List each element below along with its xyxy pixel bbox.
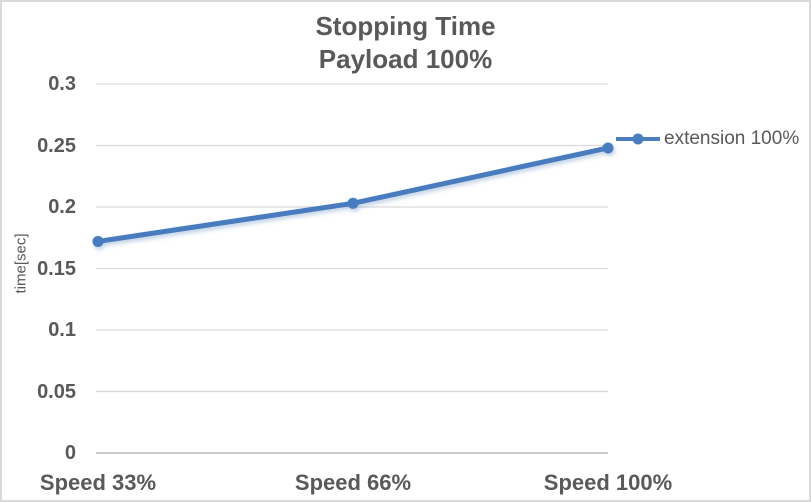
y-tick-label: 0.15 — [37, 257, 76, 280]
series-line — [95, 145, 611, 244]
data-point-marker — [347, 197, 359, 209]
y-tick-label: 0.2 — [48, 196, 76, 218]
data-point-marker — [92, 235, 104, 247]
legend-line-marker-icon — [616, 133, 660, 144]
legend-label: extension 100% — [664, 127, 800, 149]
data-point-marker — [602, 142, 614, 154]
x-axis-label: Speed 66% — [294, 470, 412, 495]
gridlines — [96, 83, 608, 454]
y-tick-label: 0.05 — [37, 380, 76, 403]
y-tick-label: 0.1 — [48, 319, 76, 341]
chart-title-line1: Stopping Time — [315, 11, 496, 41]
y-tick-label: 0.3 — [48, 73, 76, 95]
chart-title: Stopping Time Payload 100% — [2, 10, 809, 76]
chart-title-line2: Payload 100% — [318, 44, 493, 74]
x-axis-label: Speed 100% — [543, 470, 673, 495]
legend[interactable]: extension 100% — [615, 126, 799, 151]
x-axis-label: Speed 33% — [39, 470, 157, 495]
series-group — [92, 142, 614, 247]
y-tick-label: 0.25 — [37, 134, 76, 157]
y-tick-label: 0 — [64, 442, 76, 464]
